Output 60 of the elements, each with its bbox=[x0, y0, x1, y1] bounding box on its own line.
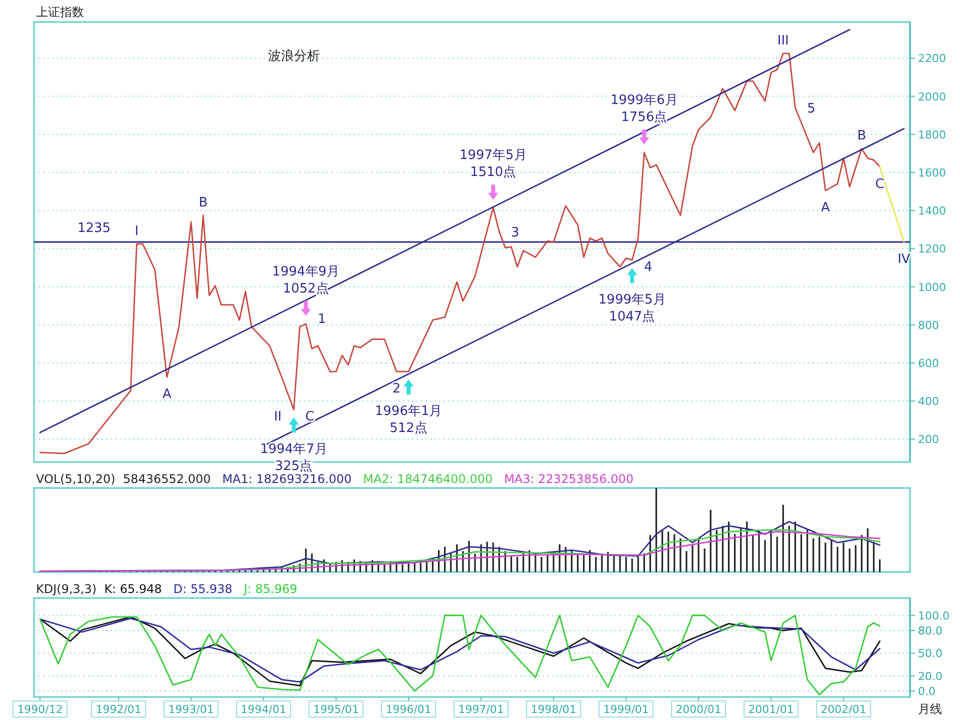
y-tick-label: 1400 bbox=[918, 204, 946, 218]
x-tick-label: 1998/01 bbox=[530, 703, 576, 716]
annotation: B bbox=[198, 195, 208, 210]
chart-title: 上证指数 bbox=[36, 5, 84, 19]
annotation: C bbox=[875, 176, 884, 192]
x-tick-label: 1996/01 bbox=[386, 703, 432, 716]
y-tick-label: 1600 bbox=[918, 166, 946, 180]
text: 月线 bbox=[918, 702, 942, 716]
y-tick-label: 400 bbox=[918, 395, 939, 408]
ref-line-label: 1235 bbox=[77, 221, 111, 236]
annotation: II bbox=[274, 410, 282, 425]
annotation: 1999年6月 1756点 bbox=[610, 92, 678, 125]
annotation: 3 bbox=[511, 226, 520, 241]
annotation: III bbox=[777, 33, 789, 48]
annotation: 1999年5月 1047点 bbox=[598, 292, 666, 325]
x-tick-label: 1995/01 bbox=[313, 703, 359, 716]
x-tick-label: 2001/01 bbox=[748, 703, 794, 716]
annotation: 4 bbox=[644, 260, 652, 276]
text: 波浪分析 bbox=[268, 48, 320, 64]
text: 58436552.000 bbox=[122, 472, 222, 486]
annotation: B bbox=[857, 128, 866, 144]
x-tick-label: 1993/01 bbox=[168, 703, 214, 716]
x-tick-label: 1992/01 bbox=[96, 703, 142, 716]
x-tick-label: 1990/12 bbox=[17, 703, 63, 716]
annotation: I bbox=[134, 224, 139, 239]
y-tick-label: 1000 bbox=[918, 280, 946, 294]
annotation: C bbox=[305, 410, 314, 425]
y-tick-label: 800 bbox=[918, 318, 939, 332]
y-tick-label: 2200 bbox=[918, 52, 946, 66]
x-tick-label: 2002/01 bbox=[820, 703, 866, 716]
text: MA3: 223253856.000 bbox=[504, 472, 645, 486]
y-tick-label: 1200 bbox=[918, 242, 946, 256]
annotation: A bbox=[162, 387, 172, 402]
x-tick-label: 1999/01 bbox=[603, 703, 649, 716]
y-tick-label: 2000 bbox=[918, 90, 946, 104]
annotation: 1 bbox=[318, 312, 326, 327]
y-tick-label: 20.0 bbox=[918, 670, 942, 683]
y-tick-label: 200 bbox=[918, 433, 939, 446]
x-tick-label: 1994/01 bbox=[240, 703, 286, 716]
text: J: 85.969 bbox=[242, 582, 309, 596]
text: MA1: 182693216.000 bbox=[222, 472, 364, 486]
annotation: 2 bbox=[392, 382, 401, 397]
y-tick-label: 50.0 bbox=[918, 647, 942, 660]
y-tick-label: 0.0 bbox=[918, 684, 936, 698]
x-tick-label: 1997/01 bbox=[458, 703, 504, 716]
text: D: 55.938 bbox=[173, 582, 244, 596]
y-tick-label: 100.0 bbox=[918, 609, 950, 622]
x-tick-label: 2000/01 bbox=[676, 703, 722, 716]
annotation: 1996年1月 512点 bbox=[374, 404, 442, 436]
text: K: 65.948 bbox=[104, 582, 174, 596]
annotation: A bbox=[820, 200, 830, 216]
annotation: 1994年7月 325点 bbox=[260, 442, 328, 474]
y-tick-label: 600 bbox=[918, 356, 939, 370]
chart-title: KDJ(9,3,3) bbox=[36, 582, 104, 596]
y-tick-label: 1800 bbox=[918, 128, 946, 142]
chart-title: VOL(5,10,20) bbox=[36, 472, 123, 486]
annotation: 1997年5月 1510点 bbox=[459, 148, 527, 180]
y-tick-label: 80.0 bbox=[918, 624, 942, 638]
annotation: 5 bbox=[807, 102, 816, 117]
text: MA2: 184746400.000 bbox=[363, 472, 504, 486]
